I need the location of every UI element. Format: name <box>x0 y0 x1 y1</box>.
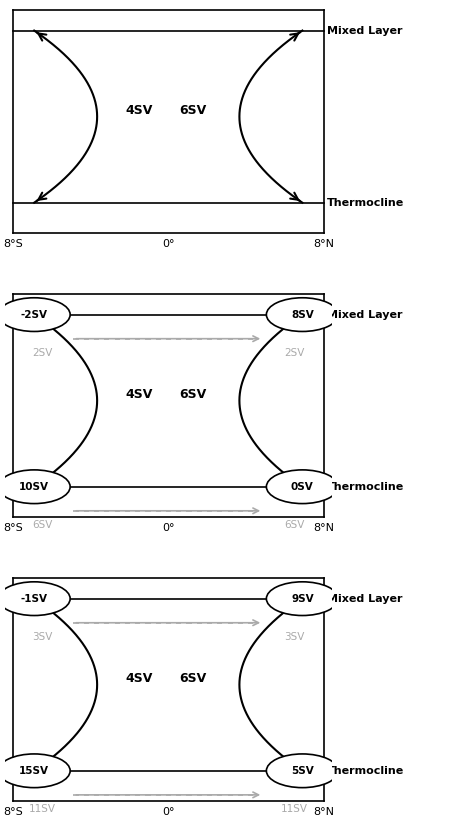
Text: 5SV: 5SV <box>291 766 314 776</box>
Text: 3SV: 3SV <box>32 632 53 642</box>
Text: 4SV: 4SV <box>125 672 153 685</box>
Text: 8°S: 8°S <box>3 807 23 817</box>
Text: 8°S: 8°S <box>3 239 23 249</box>
Text: 8°N: 8°N <box>313 239 334 249</box>
Ellipse shape <box>266 297 338 332</box>
Text: 15SV: 15SV <box>19 766 49 776</box>
Text: 10SV: 10SV <box>19 482 49 492</box>
Text: 8°N: 8°N <box>313 523 334 533</box>
Text: Mixed Layer: Mixed Layer <box>327 25 402 36</box>
Text: 0°: 0° <box>162 807 174 817</box>
Text: 0°: 0° <box>162 239 174 249</box>
Ellipse shape <box>0 297 70 332</box>
Text: Mixed Layer: Mixed Layer <box>327 310 402 319</box>
Ellipse shape <box>266 754 338 788</box>
Text: Thermocline: Thermocline <box>327 766 404 776</box>
Text: 3SV: 3SV <box>284 632 304 642</box>
Text: 11SV: 11SV <box>29 805 56 815</box>
Text: 11SV: 11SV <box>281 805 308 815</box>
Text: 8°N: 8°N <box>313 807 334 817</box>
Ellipse shape <box>266 470 338 503</box>
Text: Thermocline: Thermocline <box>327 482 404 492</box>
Text: Thermocline: Thermocline <box>327 198 404 208</box>
Text: 9SV: 9SV <box>291 594 314 604</box>
Text: 2SV: 2SV <box>284 348 304 359</box>
Text: 2SV: 2SV <box>32 348 53 359</box>
Text: -2SV: -2SV <box>21 310 48 319</box>
Text: 0SV: 0SV <box>291 482 314 492</box>
Ellipse shape <box>0 470 70 503</box>
Ellipse shape <box>0 754 70 788</box>
Ellipse shape <box>266 582 338 615</box>
Text: 6SV: 6SV <box>179 388 206 401</box>
Text: 4SV: 4SV <box>125 388 153 401</box>
Text: 6SV: 6SV <box>284 520 304 530</box>
Text: 6SV: 6SV <box>179 104 206 117</box>
Text: 8SV: 8SV <box>291 310 314 319</box>
Ellipse shape <box>0 582 70 615</box>
Text: 6SV: 6SV <box>179 672 206 685</box>
Text: 0°: 0° <box>162 523 174 533</box>
Text: -1SV: -1SV <box>21 594 48 604</box>
Text: 4SV: 4SV <box>125 104 153 117</box>
Text: 8°S: 8°S <box>3 523 23 533</box>
Text: 6SV: 6SV <box>32 520 53 530</box>
Text: Mixed Layer: Mixed Layer <box>327 594 402 604</box>
